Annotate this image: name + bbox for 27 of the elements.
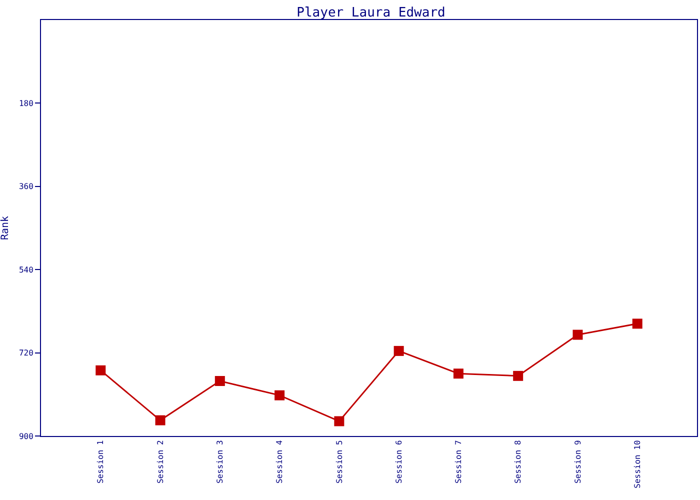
x-tick-label: Session 7: [454, 440, 464, 484]
point: [453, 368, 464, 379]
x-tick-label: Session 9: [573, 440, 582, 484]
point: [334, 416, 344, 426]
x-tick-label: Session 3: [216, 440, 225, 484]
point: [96, 365, 106, 376]
x-tick-label: Session 4: [275, 440, 284, 484]
y-axis-title: Rank: [0, 216, 11, 240]
y-tick-label: 180: [18, 99, 34, 108]
x-tick-label: Session 10: [632, 440, 642, 488]
x-tick-label: Session 1: [96, 440, 106, 484]
point: [155, 415, 166, 426]
x-tick-label: Session 8: [514, 440, 523, 484]
y-tick-label: 900: [18, 432, 34, 441]
point: [632, 318, 642, 329]
x-tick-label: Session 5: [334, 440, 344, 484]
point: [274, 390, 285, 400]
y-tick-label: 360: [18, 182, 34, 192]
y-tick-label: 540: [18, 265, 34, 274]
point: [513, 370, 524, 381]
x-tick-label: Session 6: [394, 440, 404, 484]
point: [394, 346, 404, 356]
x-tick-label: Session 2: [156, 440, 165, 484]
point: [572, 330, 583, 340]
point: [214, 376, 225, 386]
y-tick-label: 720: [18, 348, 34, 358]
chart-title: Player Laura Edward: [296, 6, 446, 21]
